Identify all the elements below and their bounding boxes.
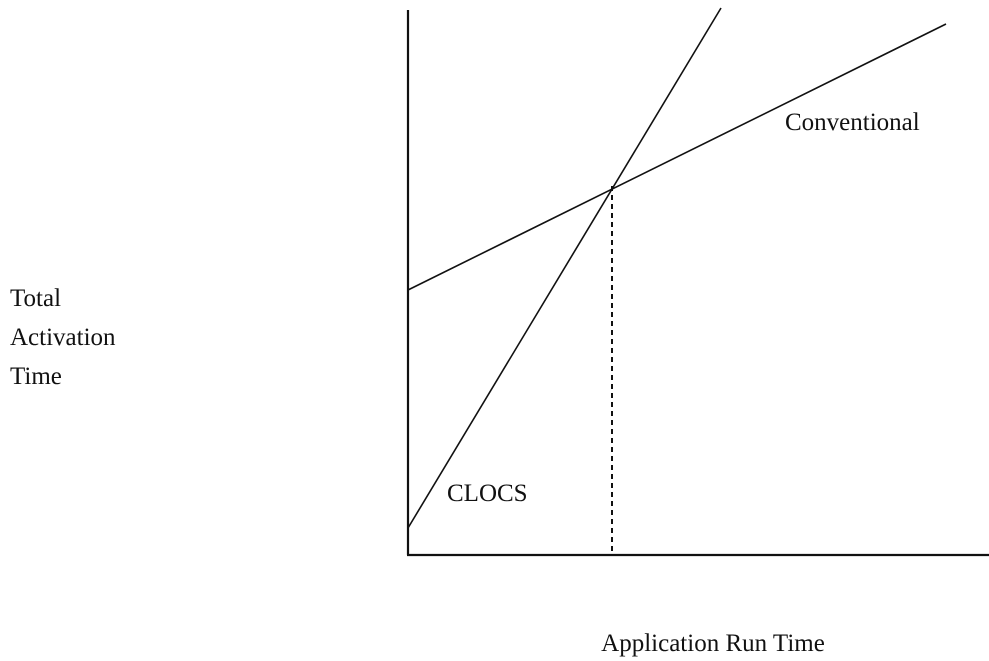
y-axis-label: Total: [10, 285, 61, 312]
clocs-line: [407, 7, 722, 529]
line-label: Conventional: [785, 109, 920, 136]
y-axis-label: Time: [10, 363, 62, 390]
y-axis-label: Activation: [10, 324, 116, 351]
x-axis-label: Application Run Time: [601, 630, 825, 657]
conventional-line: [407, 23, 947, 291]
line-label: CLOCS: [447, 480, 528, 507]
